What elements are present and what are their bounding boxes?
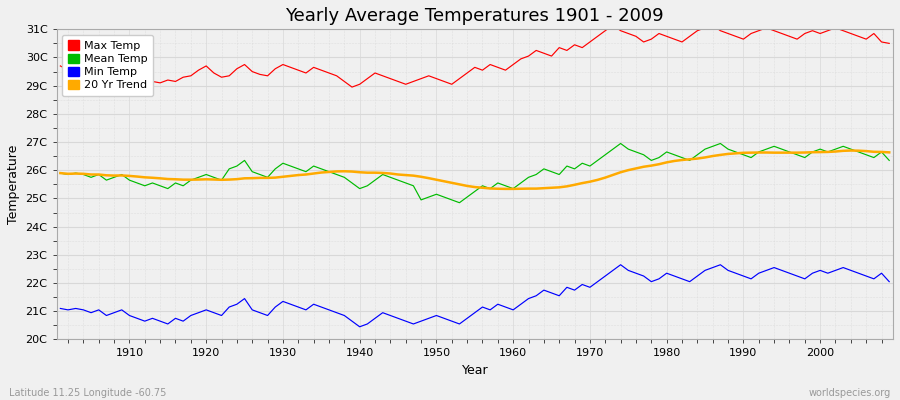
Mean Temp [454,200,464,205]
Max Temp [884,41,895,46]
Max Temp [285,65,296,70]
Text: Latitude 11.25 Longitude -60.75: Latitude 11.25 Longitude -60.75 [9,388,166,398]
20 Yr Trend [516,186,526,191]
Title: Yearly Average Temperatures 1901 - 2009: Yearly Average Temperatures 1901 - 2009 [285,7,664,25]
Max Temp [331,74,342,78]
20 Yr Trend [55,171,66,176]
20 Yr Trend [500,186,511,191]
Max Temp [346,85,357,90]
20 Yr Trend [608,172,618,177]
Min Temp [508,308,518,312]
Mean Temp [285,164,296,168]
Mean Temp [508,186,518,191]
Mean Temp [55,171,66,176]
Min Temp [516,302,526,307]
Max Temp [516,56,526,61]
Min Temp [616,262,626,267]
20 Yr Trend [884,150,895,155]
Min Temp [355,324,365,329]
Max Temp [508,62,518,67]
Y-axis label: Temperature: Temperature [7,145,20,224]
Min Temp [285,302,296,307]
20 Yr Trend [845,148,856,153]
Text: worldspecies.org: worldspecies.org [809,388,891,398]
20 Yr Trend [116,173,127,178]
Max Temp [55,64,66,68]
Max Temp [616,28,626,33]
Max Temp [116,69,127,74]
Line: 20 Yr Trend: 20 Yr Trend [60,150,889,189]
Max Temp [608,23,618,28]
Line: Min Temp: Min Temp [60,265,889,327]
Mean Temp [884,158,895,163]
X-axis label: Year: Year [462,364,488,377]
Min Temp [116,308,127,312]
Line: Max Temp: Max Temp [60,25,889,87]
20 Yr Trend [508,186,518,191]
Min Temp [55,306,66,311]
20 Yr Trend [331,169,342,174]
Min Temp [884,279,895,284]
Mean Temp [616,141,626,146]
Mean Temp [608,147,618,152]
Mean Temp [331,172,342,177]
Min Temp [331,310,342,315]
Mean Temp [116,172,127,177]
Min Temp [608,268,618,273]
Legend: Max Temp, Mean Temp, Min Temp, 20 Yr Trend: Max Temp, Mean Temp, Min Temp, 20 Yr Tre… [62,35,154,96]
Mean Temp [516,180,526,185]
Line: Mean Temp: Mean Temp [60,144,889,203]
20 Yr Trend [285,174,296,178]
